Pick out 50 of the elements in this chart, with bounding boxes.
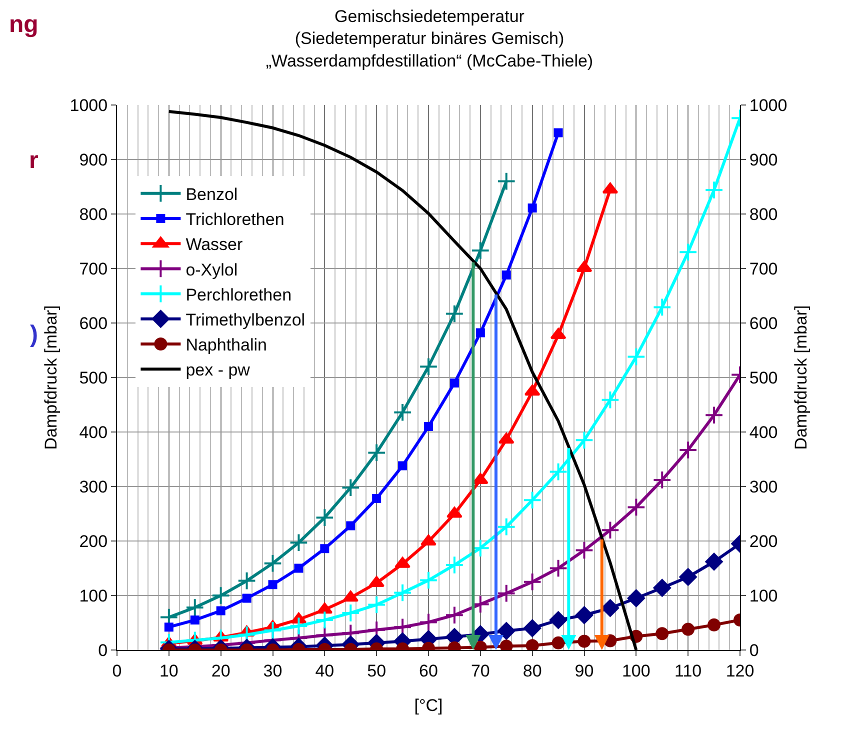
text: ) [30, 321, 38, 348]
y-tick-label: 600 [79, 314, 108, 333]
x-tick-label: 60 [419, 661, 438, 680]
legend-label: pex - pw [186, 360, 251, 380]
legend-label: o-Xylol [186, 260, 238, 280]
x-tick-label: 100 [622, 661, 650, 680]
x-tick-label: 50 [367, 661, 386, 680]
y2-tick-label: 600 [749, 314, 778, 333]
x-tick-label: 0 [112, 661, 122, 680]
y-tick-label: 300 [79, 477, 108, 496]
x-axis-title: [°C] [414, 696, 443, 715]
y2-tick-label: 500 [749, 368, 778, 388]
y2-tick-label: 100 [749, 586, 778, 606]
x-tick-label: 20 [211, 661, 230, 680]
y-tick-label: 1000 [70, 96, 108, 115]
x-tick-label: 90 [574, 661, 594, 680]
x-tick-label: 80 [522, 661, 542, 680]
x-tick-label: 110 [674, 661, 702, 680]
y2-tick-label: 300 [749, 477, 778, 496]
y-tick-label: 100 [79, 586, 108, 606]
legend-label: Benzol [186, 185, 238, 204]
y2-axis-title: Dampfdruck [mbar] [792, 305, 811, 450]
y-tick-label: 400 [79, 422, 108, 442]
y2-tick-label: 1000 [749, 96, 788, 115]
x-tick-label: 120 [726, 661, 754, 680]
y-tick-label: 800 [79, 204, 108, 224]
y-tick-label: 700 [79, 259, 108, 278]
x-tick-label: 40 [315, 661, 334, 680]
legend-label: Naphthalin [186, 336, 267, 355]
text: r [29, 147, 38, 174]
y-tick-label: 0 [98, 640, 108, 660]
y-tick-label: 200 [79, 532, 108, 551]
chart-title: Gemischsiedetemperatur (Siedetemperatur binäres Gemisch) „Wasserdampfdestillation“ (McCabe-Thiele) [266, 7, 594, 70]
y2-tick-label: 400 [749, 422, 778, 442]
y2-tick-label: 0 [749, 640, 759, 660]
y2-tick-label: 800 [749, 204, 778, 224]
y2-tick-label: 700 [749, 259, 778, 278]
y2-tick-label: 900 [749, 150, 778, 170]
legend-label: Trimethylbenzol [186, 310, 306, 330]
x-tick-label: 10 [159, 661, 178, 680]
text: ng [9, 11, 38, 38]
y-tick-label: 500 [79, 368, 108, 388]
y-axis-title: Dampfdruck [mbar] [41, 305, 60, 450]
x-tick-label: 30 [263, 661, 282, 680]
legend-label: Wasser [186, 235, 244, 254]
y2-tick-label: 200 [749, 532, 778, 551]
x-tick-label: 70 [470, 661, 490, 680]
y-tick-label: 900 [79, 150, 108, 170]
legend-label: Perchlorethen [186, 285, 292, 304]
legend-label: Trichlorethen [186, 210, 284, 230]
